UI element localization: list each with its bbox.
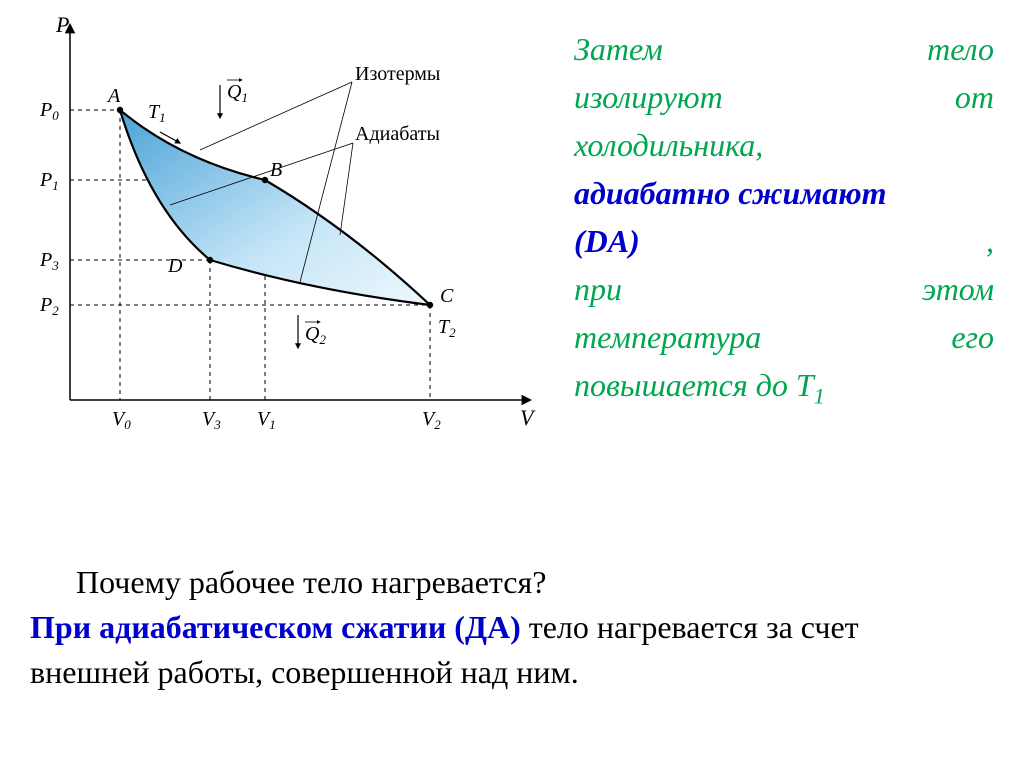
tick-P1: P1 (39, 169, 59, 193)
label-T2: T2 (438, 316, 456, 340)
r5a: (DA) (574, 217, 640, 265)
r5b: , (986, 217, 994, 265)
r2a: изолируют (574, 73, 723, 121)
label-Q1: Q1 (227, 81, 248, 105)
r1a: Затем (574, 25, 663, 73)
tick-P3: P3 (39, 249, 59, 273)
r8: повышается до Т1 (574, 361, 994, 413)
annotation-isotherms: Изотермы (355, 63, 440, 85)
tick-P2: P2 (39, 294, 59, 318)
label-T1: T1 (148, 101, 166, 125)
isotherm-line1 (200, 82, 352, 150)
tick-P0: P0 (39, 99, 59, 123)
point-D-label: D (167, 255, 183, 277)
adiabat-line2 (340, 143, 353, 235)
r7a: температура (574, 313, 761, 361)
point-A-label: A (106, 85, 121, 107)
description-text: Затем тело изолируют от холодильника, ад… (574, 25, 994, 413)
point-C-label: C (440, 285, 454, 307)
question-text: Почему рабочее тело нагревается? (30, 560, 930, 605)
r1b: тело (927, 25, 994, 73)
tick-V0: V0 (112, 408, 131, 432)
point-B-label: B (270, 159, 282, 181)
r4: адиабатно сжимают (574, 169, 994, 217)
r7b: его (951, 313, 994, 361)
y-axis-label: P (55, 12, 69, 37)
qa-text: Почему рабочее тело нагревается? При ади… (30, 560, 930, 694)
r3: холодильника, (574, 121, 994, 169)
answer-text: При адиабатическом сжатии (ДА) тело нагр… (30, 605, 930, 695)
tick-V2: V2 (422, 408, 441, 432)
x-axis-label: V (520, 405, 536, 430)
answer-blue: При адиабатическом сжатии (ДА) (30, 609, 521, 645)
r6b: этом (922, 265, 994, 313)
annotation-adiabats: Адиабаты (355, 123, 440, 145)
r2b: от (955, 73, 994, 121)
carnot-diagram: P V A B C D T1 T2 Q1 (20, 10, 550, 450)
tick-V1: V1 (257, 408, 276, 432)
label-Q2: Q2 (305, 323, 326, 347)
tick-V3: V3 (202, 408, 221, 432)
r6a: при (574, 265, 622, 313)
